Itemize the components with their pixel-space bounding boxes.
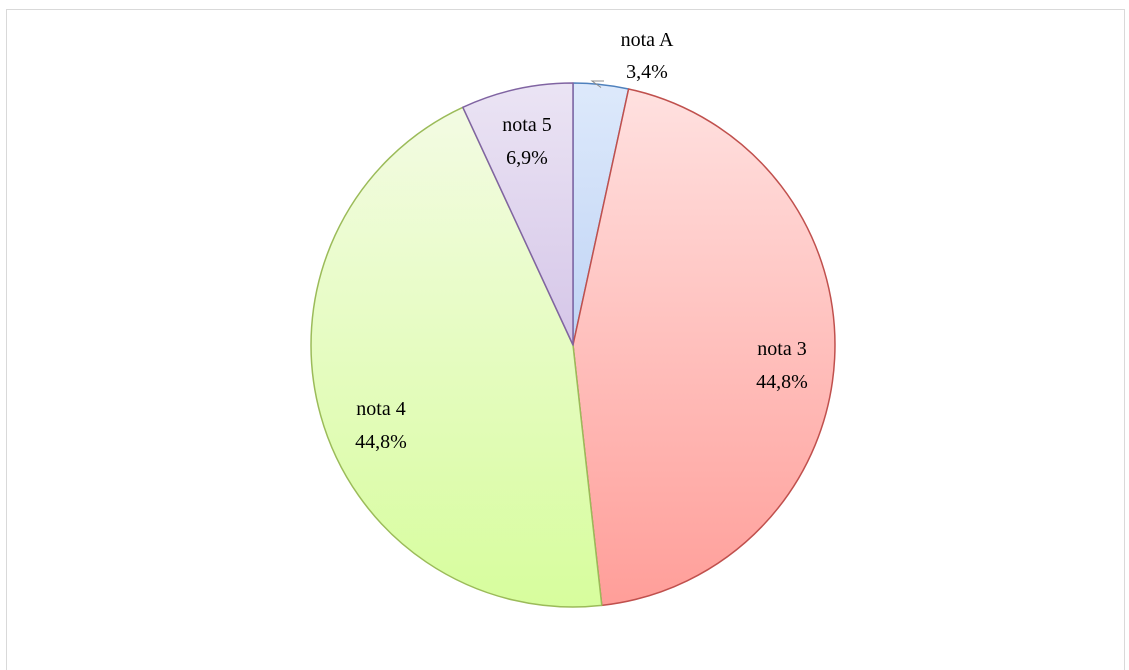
slice-category-label: nota 3 [757, 338, 806, 360]
slice-percent-label: 44,8% [756, 371, 808, 393]
slice-percent-label: 44,8% [355, 431, 407, 453]
slice-category-label: nota 5 [502, 114, 551, 136]
leader-line-nota-a [590, 80, 604, 88]
slice-percent-label: 3,4% [626, 61, 668, 83]
slice-percent-label: 6,9% [506, 147, 548, 169]
leader-lines [590, 80, 604, 88]
data-labels: nota A 3,4% nota 3 44,8% nota 4 44,8% nota 5 6,… [355, 29, 808, 453]
pie-slices [310, 82, 836, 608]
pie-slice-nota-5 [462, 82, 574, 346]
pie-slice-nota-3 [572, 88, 836, 607]
slice-category-label: nota 4 [356, 398, 405, 420]
pie-slice-nota-4 [310, 106, 603, 608]
slice-category-label: nota A [621, 29, 674, 51]
